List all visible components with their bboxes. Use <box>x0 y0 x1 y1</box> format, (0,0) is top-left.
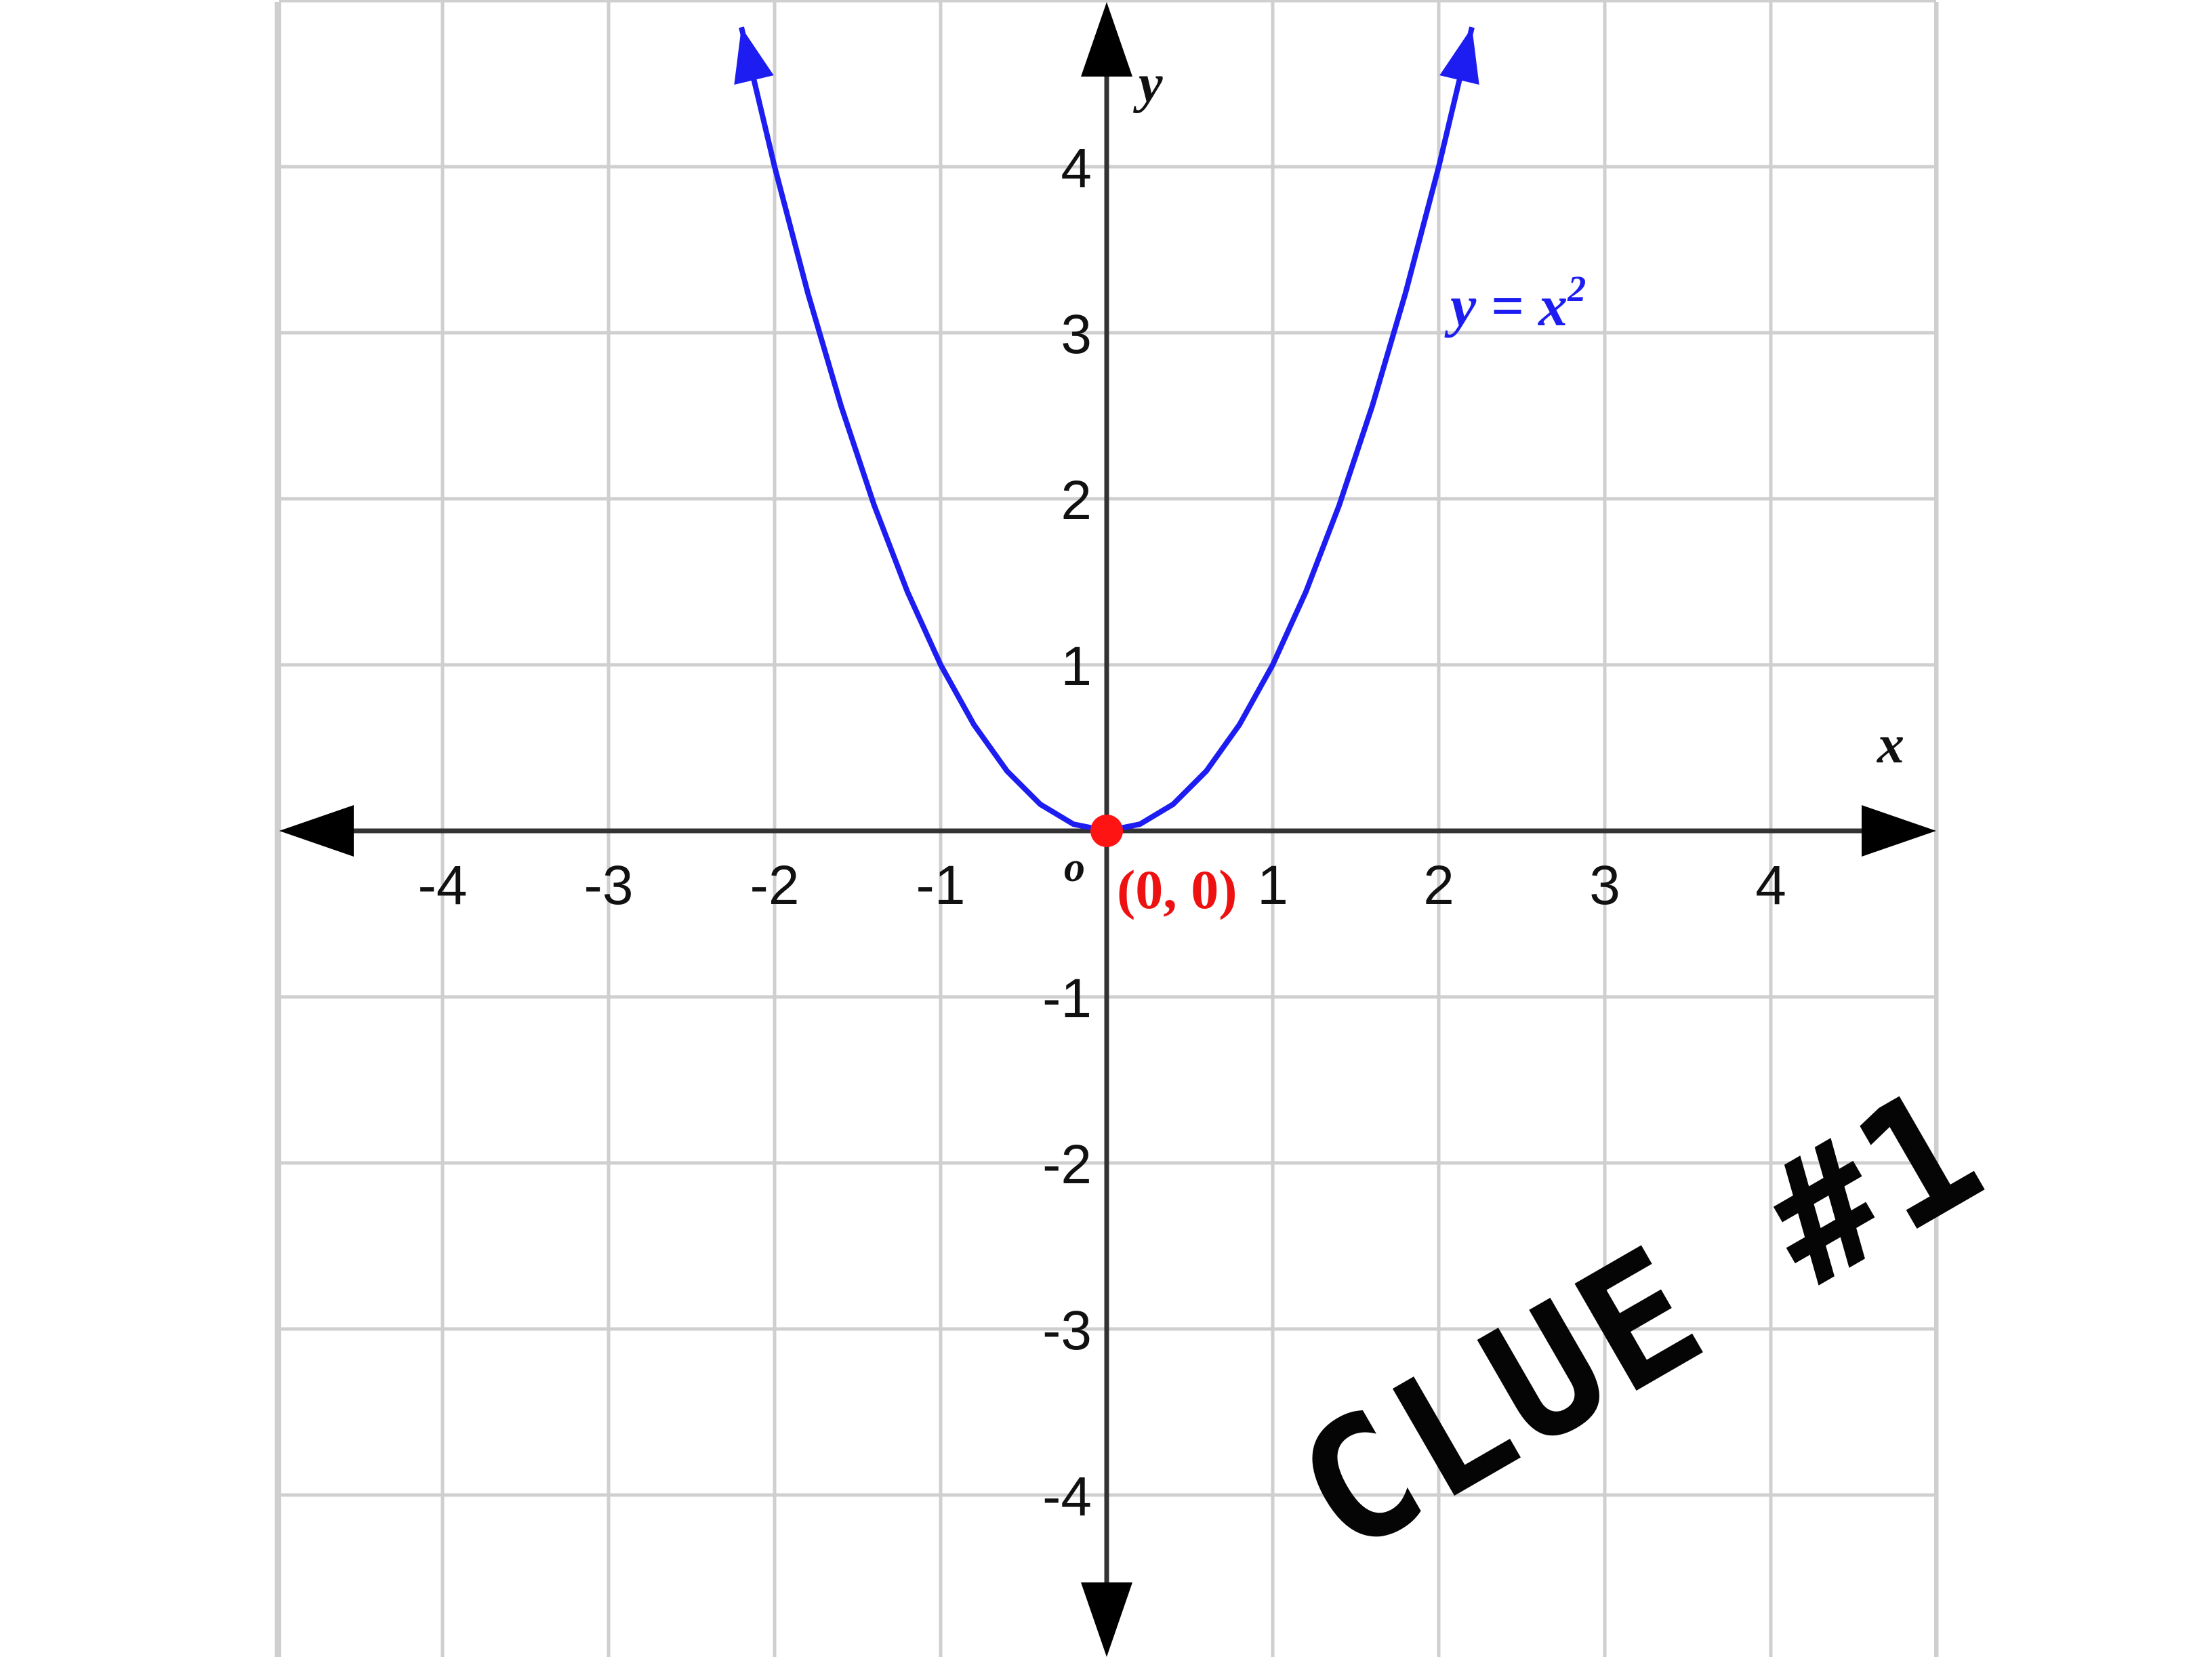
x-tick-label: 1 <box>1257 855 1288 916</box>
y-tick-label: -2 <box>1042 1134 1092 1195</box>
x-tick-label: -3 <box>584 855 634 916</box>
y-tick-label: -1 <box>1042 968 1092 1029</box>
y-tick-label: -4 <box>1042 1466 1092 1528</box>
x-tick-label: 4 <box>1755 855 1786 916</box>
x-axis-label: x <box>1877 715 1904 775</box>
x-axis-arrow-right <box>1862 805 1936 857</box>
curve-arrowheads <box>734 27 1479 85</box>
series-label-base: y = x <box>1444 273 1568 338</box>
y-tick-label: 1 <box>1061 636 1092 697</box>
y-tick-label: 4 <box>1061 138 1092 199</box>
vertex-point <box>1090 815 1123 847</box>
y-tick-label: -3 <box>1042 1300 1092 1361</box>
x-tick-label: -4 <box>418 855 468 916</box>
y-tick-labels: -4 -3 -2 -1 1 2 3 4 <box>1042 138 1092 1528</box>
y-tick-label: 3 <box>1061 304 1092 365</box>
y-axis-arrow-up <box>1081 2 1132 77</box>
y-axis-arrow-down <box>1081 1582 1132 1657</box>
curve-arrow-right <box>1439 27 1479 85</box>
x-tick-label: 2 <box>1423 855 1454 916</box>
x-tick-label: 3 <box>1589 855 1620 916</box>
series-label-exponent: 2 <box>1567 268 1586 309</box>
y-tick-label: 2 <box>1061 470 1092 531</box>
origin-label: o <box>1064 844 1085 890</box>
vertex-label: (0, 0) <box>1117 859 1237 920</box>
x-tick-label: -1 <box>916 855 966 916</box>
curve-arrow-left <box>734 27 774 85</box>
series-label: y = x2 <box>1444 268 1586 338</box>
x-tick-labels: -4 -3 -2 -1 1 2 3 4 <box>418 855 1786 916</box>
x-axis-arrow-left <box>279 805 354 857</box>
x-tick-label: -2 <box>750 855 800 916</box>
